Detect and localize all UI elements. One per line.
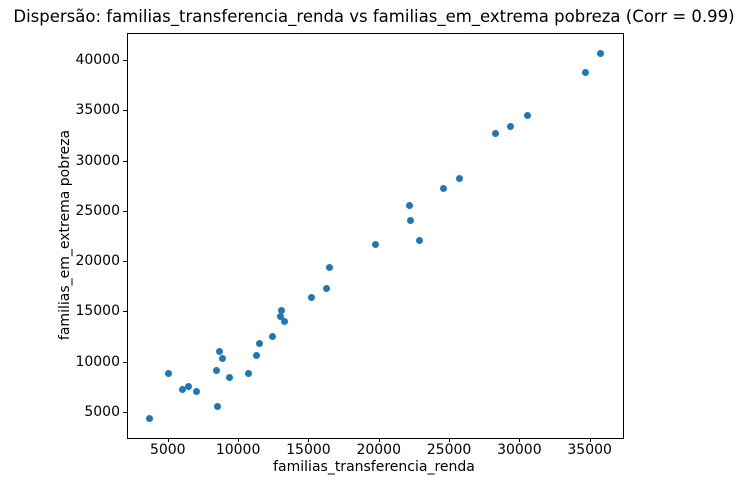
x-tick-label: 25000	[426, 442, 472, 458]
data-point	[371, 241, 379, 249]
x-tick-mark	[589, 438, 591, 442]
data-point	[416, 236, 424, 244]
data-point	[405, 202, 413, 210]
y-axis-label: familias_em_extrema pobreza	[57, 129, 73, 341]
y-tick-mark	[123, 261, 127, 263]
data-point	[323, 285, 331, 293]
data-point	[455, 174, 463, 182]
data-point	[439, 185, 447, 193]
x-axis-label: familias_transferencia_renda	[273, 459, 475, 475]
x-tick-label: 15000	[286, 442, 331, 458]
x-tick-mark	[378, 438, 380, 442]
y-tick-mark	[123, 361, 127, 363]
x-tick-label: 20000	[356, 442, 401, 458]
data-point	[145, 415, 153, 423]
data-point	[214, 403, 222, 411]
y-tick-label: 10000	[75, 353, 120, 370]
y-tick-mark	[123, 311, 127, 313]
x-tick-mark	[238, 438, 240, 442]
data-point	[253, 352, 261, 360]
y-tick-mark	[123, 110, 127, 112]
y-tick-mark	[123, 160, 127, 162]
y-tick-label: 40000	[75, 52, 120, 69]
x-tick-mark	[449, 438, 451, 442]
data-point	[212, 367, 220, 375]
data-point	[491, 129, 499, 137]
data-point	[268, 333, 276, 341]
data-point	[507, 122, 515, 130]
data-point	[597, 49, 605, 57]
x-tick-label: 10000	[215, 442, 261, 458]
y-tick-label: 30000	[75, 152, 120, 169]
y-tick-label: 15000	[75, 303, 120, 320]
data-point	[216, 348, 224, 356]
y-tick-label: 35000	[75, 102, 120, 119]
chart-title: Dispersão: familias_transferencia_renda …	[13, 7, 735, 26]
data-point	[407, 216, 415, 224]
y-tick-mark	[123, 60, 127, 62]
data-point	[308, 294, 316, 302]
data-point	[524, 111, 532, 119]
data-point	[165, 370, 172, 378]
plot-area	[127, 33, 624, 439]
x-tick-label: 30000	[497, 442, 542, 458]
y-tick-label: 5000	[84, 403, 120, 420]
data-point	[185, 383, 193, 391]
y-tick-mark	[123, 210, 127, 212]
y-tick-label: 20000	[75, 253, 120, 270]
x-tick-label: 35000	[567, 442, 612, 458]
data-point	[281, 318, 289, 326]
data-point	[178, 386, 186, 394]
data-point	[325, 264, 333, 272]
x-tick-label: 5000	[149, 442, 186, 458]
x-tick-mark	[519, 438, 521, 442]
x-tick-mark	[308, 438, 310, 442]
data-point	[192, 388, 200, 396]
data-point	[226, 373, 234, 381]
data-point	[219, 354, 227, 362]
y-tick-mark	[123, 411, 127, 413]
y-tick-label: 25000	[75, 202, 120, 219]
data-point	[255, 339, 263, 347]
x-tick-mark	[167, 438, 169, 442]
data-point	[245, 370, 253, 378]
data-point	[582, 68, 590, 76]
data-point	[277, 313, 285, 321]
data-point	[278, 306, 286, 314]
